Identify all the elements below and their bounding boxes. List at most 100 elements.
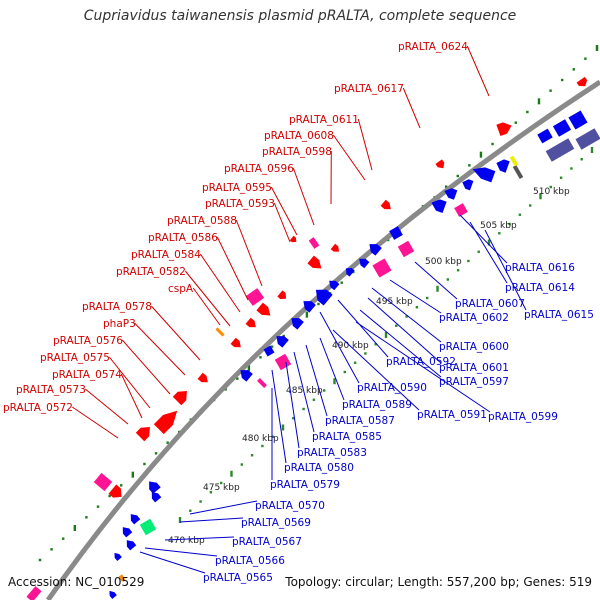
gene-label: pRALTA_0589	[342, 399, 412, 411]
outer-dot	[73, 525, 77, 531]
gene-arrow	[345, 267, 355, 277]
outer-dot	[526, 110, 529, 114]
gene-arrow	[359, 258, 370, 269]
gene-arrow	[496, 159, 510, 173]
gene-label: cspA	[168, 283, 194, 295]
gene-box	[372, 258, 392, 278]
gene-label: pRALTA_0572	[3, 402, 73, 414]
gene-box	[274, 353, 292, 371]
gene-box	[139, 518, 157, 536]
label-leader-line	[319, 337, 345, 401]
label-leader-line	[144, 547, 218, 557]
inner-dot	[539, 193, 542, 200]
gene-label: pRALTA_0599	[488, 411, 558, 423]
gene-arrow	[496, 122, 512, 137]
outer-dot	[468, 164, 471, 167]
gene-label: pRALTA_0611	[289, 114, 359, 126]
gene-box	[512, 164, 524, 180]
gene-label: pRALTA_0595	[202, 182, 272, 194]
outer-dot	[560, 78, 564, 82]
label-leader-line	[355, 321, 491, 413]
gene-arrow	[277, 290, 287, 300]
inner-dot	[446, 278, 449, 281]
gene-arrow	[197, 372, 208, 383]
inner-dot	[189, 509, 192, 512]
inner-dot	[529, 204, 532, 207]
label-leader-line	[414, 261, 458, 300]
label-leader-line	[332, 329, 420, 411]
label-leader-line	[293, 351, 315, 433]
label-leader-line	[139, 551, 206, 574]
gene-label: pRALTA_0617	[334, 83, 404, 95]
gene-box	[545, 138, 575, 162]
gene-box	[552, 119, 572, 137]
gene-arrow	[114, 552, 122, 561]
gene-label: pRALTA_0596	[224, 163, 294, 175]
inner-dot	[333, 378, 336, 385]
outer-dot	[537, 98, 541, 105]
outer-dot	[120, 484, 123, 487]
label-leader-line	[216, 236, 249, 301]
label-leader-line	[270, 186, 298, 236]
gene-box	[454, 203, 468, 217]
tick-label: 500 kbp	[425, 257, 462, 267]
outer-dot	[108, 494, 111, 498]
gene-arrow	[315, 289, 333, 306]
gene-box	[568, 110, 588, 130]
gene-arrow	[431, 199, 447, 214]
outer-dot	[491, 142, 494, 146]
outer-dot	[143, 462, 146, 466]
gene-box	[215, 327, 225, 337]
gene-label: pRALTA_0584	[131, 249, 201, 261]
inner-dot	[580, 158, 583, 161]
gene-label: pRALTA_0578	[82, 301, 152, 313]
gene-arrow	[276, 336, 289, 348]
outer-dot	[85, 516, 88, 519]
gene-label: pRALTA_0565	[203, 572, 273, 584]
label-leader-line	[466, 45, 490, 97]
gene-label: pRALTA_0616	[505, 262, 575, 274]
gene-label: pRALTA_0608	[264, 130, 334, 142]
inner-dot	[281, 424, 285, 431]
label-leader-line	[271, 369, 287, 464]
outer-dot	[50, 548, 53, 551]
outer-dot	[236, 377, 239, 380]
gene-box	[263, 345, 275, 357]
label-leader-line	[189, 500, 258, 515]
inner-dot	[549, 185, 552, 189]
gene-arrow	[307, 255, 322, 269]
gene-box	[537, 128, 553, 144]
accession-text: Accession: NC_010529	[8, 575, 145, 589]
gene-label: pRALTA_0601	[439, 362, 509, 374]
inner-dot	[415, 306, 419, 309]
inner-dot	[456, 269, 460, 272]
gene-arrow	[435, 159, 445, 169]
label-leader-line	[235, 219, 263, 287]
gene-arrow	[245, 317, 256, 328]
outer-dot	[340, 281, 343, 284]
inner-dot	[518, 213, 522, 216]
inner-dot	[384, 332, 388, 338]
gene-arrow	[240, 370, 253, 382]
label-leader-line	[292, 167, 315, 226]
outer-dot	[479, 151, 483, 158]
label-leader-line	[389, 279, 442, 314]
label-leader-line	[184, 270, 231, 327]
gene-box	[245, 288, 265, 306]
map-title: Cupriavidus taiwanensis plasmid pRALTA, …	[83, 8, 517, 24]
outer-dot	[247, 365, 251, 371]
inner-dot	[312, 398, 316, 401]
gene-label: pRALTA_0590	[357, 382, 427, 394]
outer-dot	[270, 345, 274, 348]
gene-label: pRALTA_0566	[215, 555, 285, 567]
gene-box	[389, 226, 403, 240]
gene-label: pRALTA_0579	[270, 479, 340, 491]
label-leader-line	[469, 221, 508, 284]
outer-dot	[131, 471, 135, 478]
tick-label: 480 kbp	[242, 434, 279, 444]
gene-arrow	[149, 481, 161, 494]
inner-dot	[559, 176, 563, 179]
outer-dot	[62, 537, 65, 540]
label-leader-line	[179, 517, 244, 523]
